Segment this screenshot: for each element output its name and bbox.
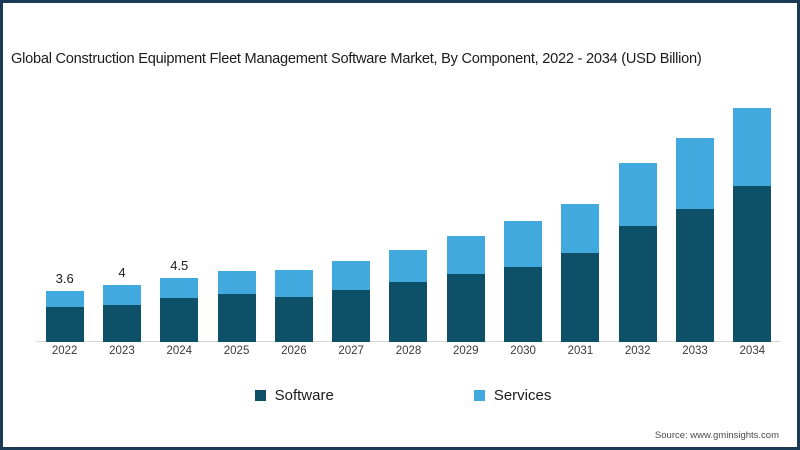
stacked-bar[interactable] — [217, 271, 256, 342]
bar-segment-software-2026[interactable] — [274, 296, 313, 342]
bar-segment-software-2022[interactable] — [45, 306, 84, 342]
bar-group-2030[interactable] — [494, 91, 551, 342]
bar-segment-services-2028[interactable] — [389, 249, 428, 283]
bar-group-2022[interactable]: 3.6 — [36, 91, 93, 342]
stacked-bar[interactable] — [446, 235, 485, 342]
chart-legend: Software Services — [6, 388, 800, 403]
bar-group-2031[interactable] — [552, 91, 609, 342]
bar-segment-services-2033[interactable] — [676, 137, 715, 209]
stacked-bar[interactable] — [102, 285, 141, 342]
bar-value-label-2024: 4.5 — [170, 258, 189, 274]
source-attribution: Source: www.gminsights.com — [654, 430, 779, 441]
bar-group-2032[interactable] — [609, 91, 666, 342]
bar-segment-services-2023[interactable] — [102, 285, 141, 306]
bar-segment-software-2028[interactable] — [389, 282, 428, 342]
bar-group-2034[interactable] — [724, 91, 781, 342]
bar-segment-software-2029[interactable] — [446, 273, 485, 342]
x-tick-2028: 2028 — [395, 345, 422, 357]
stacked-bar[interactable] — [561, 204, 600, 342]
chart-canvas: Global Construction Equipment Fleet Mana… — [6, 6, 794, 444]
stacked-bar[interactable] — [45, 290, 84, 342]
x-tick-2022: 2022 — [51, 345, 78, 357]
bar-segment-software-2032[interactable] — [618, 225, 657, 342]
bar-segment-software-2025[interactable] — [217, 293, 256, 342]
stacked-bar[interactable] — [389, 249, 428, 342]
legend-label: Services — [493, 387, 552, 404]
stacked-bar[interactable] — [504, 221, 543, 342]
stacked-bar[interactable] — [274, 269, 313, 342]
bar-segment-services-2025[interactable] — [217, 271, 256, 294]
bar-segment-software-2033[interactable] — [676, 208, 715, 342]
bar-segment-services-2026[interactable] — [274, 269, 313, 297]
x-tick-2030: 2030 — [510, 345, 536, 357]
legend-swatch-icon — [254, 390, 266, 401]
bar-value-label-2022: 3.6 — [55, 270, 74, 286]
bar-group-2025[interactable] — [208, 91, 265, 342]
stacked-bar[interactable] — [332, 261, 371, 342]
bar-segment-software-2031[interactable] — [561, 252, 600, 342]
x-tick-2025: 2025 — [223, 345, 250, 357]
stacked-bar[interactable] — [618, 163, 657, 342]
page-title: Global Construction Equipment Fleet Mana… — [11, 51, 702, 67]
bar-segment-software-2027[interactable] — [332, 289, 371, 342]
x-axis-tick-labels: 2022 2023 2024 2025 2026 2027 2028 2029 2030 2031… — [36, 345, 781, 366]
x-tick-2034: 2034 — [739, 345, 766, 357]
plot-area: 3.6 4 4.5 — [36, 91, 781, 342]
legend-label: Software — [274, 387, 334, 404]
stacked-bar[interactable] — [733, 108, 772, 342]
bar-segment-software-2034[interactable] — [733, 186, 772, 342]
bar-segment-services-2027[interactable] — [332, 261, 371, 290]
x-tick-2024: 2024 — [166, 345, 193, 357]
x-tick-2033: 2033 — [682, 345, 708, 357]
bar-segment-services-2029[interactable] — [446, 235, 485, 274]
bar-group-2026[interactable] — [265, 91, 322, 342]
x-tick-2029: 2029 — [452, 345, 479, 357]
legend-item-software[interactable]: Software — [254, 387, 334, 404]
bar-segment-software-2030[interactable] — [504, 266, 543, 342]
bar-value-label-2023: 4 — [118, 265, 126, 281]
x-tick-2027: 2027 — [338, 345, 364, 357]
bar-segment-software-2024[interactable] — [160, 298, 199, 342]
bar-group-2024[interactable]: 4.5 — [151, 91, 208, 342]
bar-segment-services-2022[interactable] — [45, 290, 84, 307]
bar-group-2029[interactable] — [437, 91, 494, 342]
bar-group-2023[interactable]: 4 — [93, 91, 150, 342]
bar-segment-services-2031[interactable] — [561, 204, 600, 253]
x-tick-2026: 2026 — [281, 345, 307, 357]
x-tick-2032: 2032 — [624, 345, 651, 357]
bar-group-2028[interactable] — [380, 91, 437, 342]
x-tick-2023: 2023 — [109, 345, 135, 357]
x-tick-2031: 2031 — [567, 345, 594, 357]
bar-segment-services-2024[interactable] — [160, 278, 199, 299]
stacked-bar[interactable] — [676, 137, 715, 342]
bar-segment-services-2034[interactable] — [733, 108, 772, 187]
stacked-bar[interactable] — [160, 278, 199, 342]
bar-segment-services-2032[interactable] — [618, 163, 657, 226]
bar-segment-services-2030[interactable] — [504, 221, 543, 267]
bar-segment-software-2023[interactable] — [102, 305, 141, 342]
legend-swatch-icon — [473, 390, 485, 401]
bar-group-2027[interactable] — [323, 91, 380, 342]
legend-item-services[interactable]: Services — [473, 387, 552, 404]
bar-group-2033[interactable] — [666, 91, 723, 342]
